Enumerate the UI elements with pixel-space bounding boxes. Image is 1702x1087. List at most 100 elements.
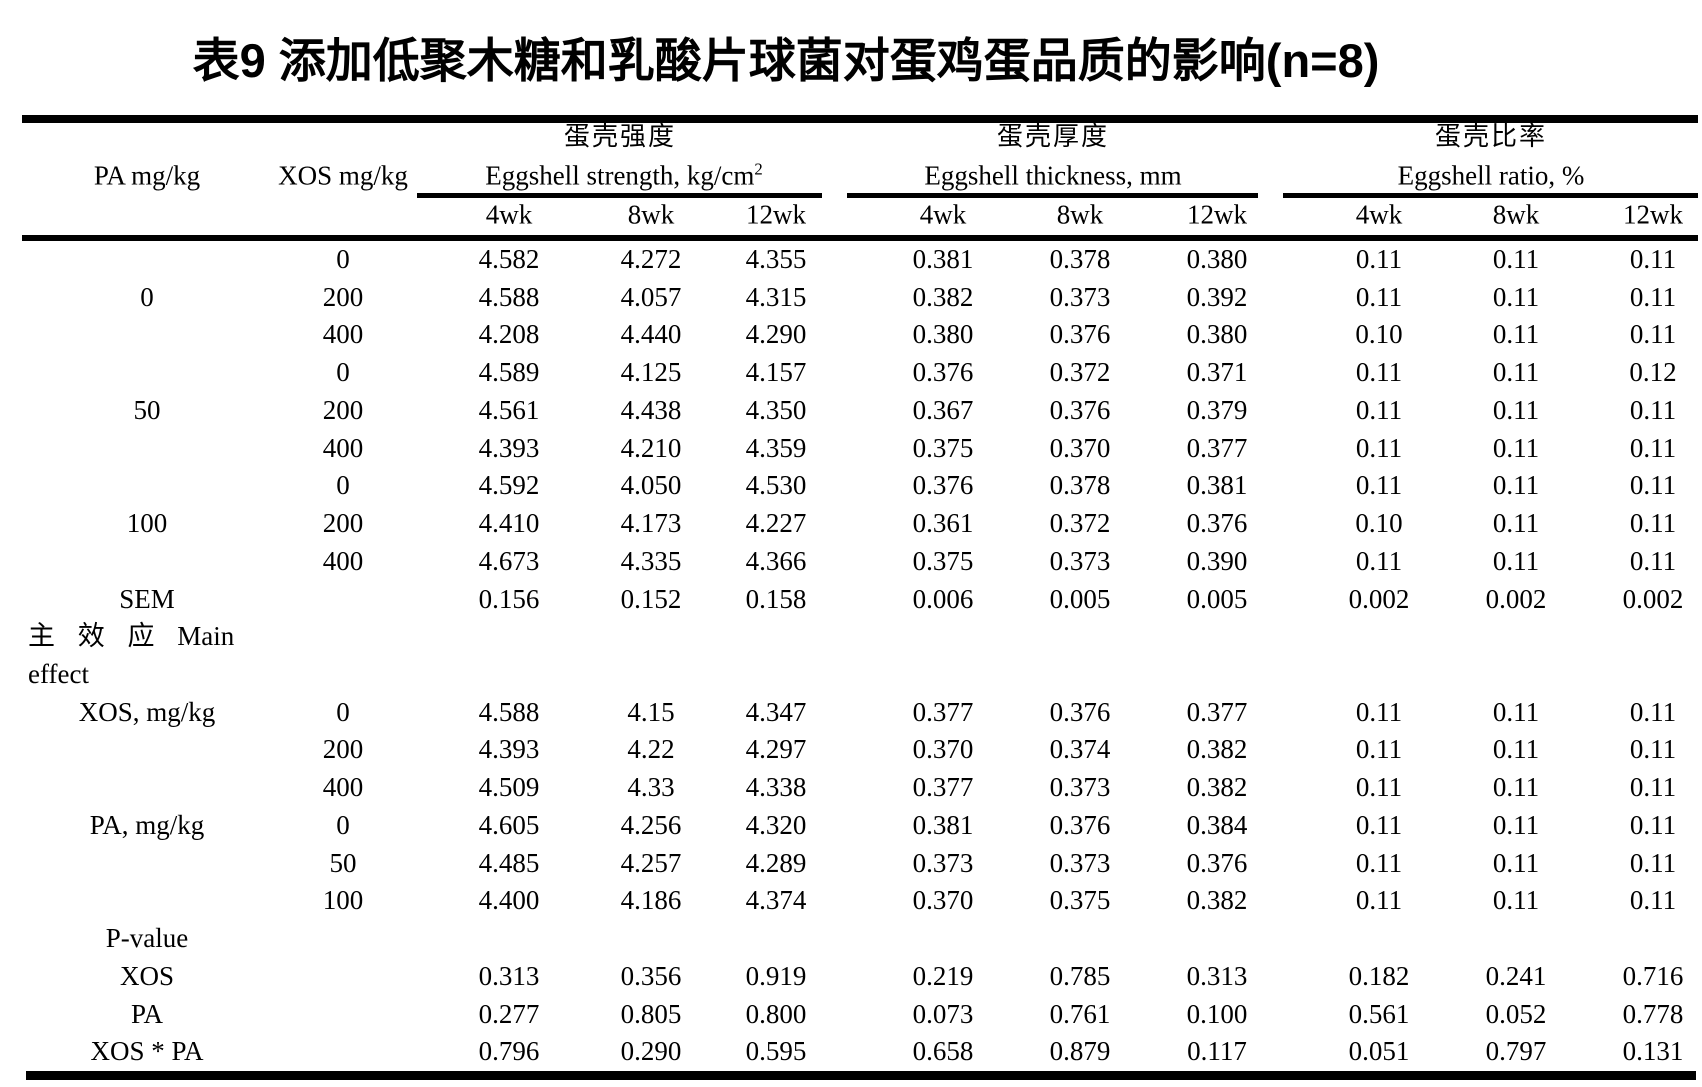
pa-level-cell: XOS xyxy=(119,960,175,991)
rule-group-thickness xyxy=(847,193,1258,198)
value-cell: 0.11 xyxy=(1355,847,1403,878)
value-cell: 0.361 xyxy=(912,508,974,539)
table-row: XOS 0.313 0.356 0.919 0.219 0.785 0.313 0.182 0.… xyxy=(0,958,1702,996)
value-cell: 0.11 xyxy=(1492,772,1540,803)
value-cell: 0.356 xyxy=(620,960,682,991)
value-cell: 4.290 xyxy=(745,319,807,350)
table-row: SEM 0.156 0.152 0.158 0.006 0.005 0.005 0.002 0.… xyxy=(0,581,1702,619)
value-cell: 0.002 xyxy=(1485,583,1547,614)
value-cell: 0.11 xyxy=(1492,432,1540,463)
value-cell: 4.256 xyxy=(620,809,682,840)
value-cell: 0.381 xyxy=(1186,470,1248,501)
value-cell: 0.561 xyxy=(1348,998,1410,1029)
rule-top xyxy=(22,115,1698,123)
table-row: 0 4.589 4.125 4.157 0.376 0.372 0.371 0.11 0.11 0… xyxy=(0,354,1702,392)
value-cell: 0.11 xyxy=(1629,545,1677,576)
main-effect-note-line: 主 效 应 Main xyxy=(28,621,235,652)
value-cell: 4.588 xyxy=(478,281,540,312)
value-cell: 0.380 xyxy=(912,319,974,350)
value-cell: 4.227 xyxy=(745,508,807,539)
table-row: XOS, mg/kg 0 4.588 4.15 4.347 0.377 0.376 0.377… xyxy=(0,694,1702,732)
table-row: 100 4.400 4.186 4.374 0.370 0.375 0.382 0.11 0.1… xyxy=(0,882,1702,920)
value-cell: 4.350 xyxy=(745,394,807,425)
value-cell: 0.376 xyxy=(912,357,974,388)
table-row: 400 4.509 4.33 4.338 0.377 0.373 0.382 0.11 0.11… xyxy=(0,769,1702,807)
table-row: PA, mg/kg 0 4.605 4.256 4.320 0.381 0.376 0.384… xyxy=(0,807,1702,845)
value-cell: 4.605 xyxy=(478,809,540,840)
value-cell: 0.374 xyxy=(1049,734,1111,765)
value-cell: 0.11 xyxy=(1492,470,1540,501)
value-cell: 4.673 xyxy=(478,545,540,576)
table-row: 400 4.393 4.210 4.359 0.375 0.370 0.377 0.11 0.1… xyxy=(0,430,1702,468)
xos-level-cell: 200 xyxy=(322,734,364,765)
value-cell: 0.11 xyxy=(1492,508,1540,539)
value-cell: 0.11 xyxy=(1629,281,1677,312)
value-cell: 0.11 xyxy=(1629,319,1677,350)
value-cell: 0.376 xyxy=(912,470,974,501)
xos-level-cell: 200 xyxy=(322,281,364,312)
value-cell: 4.125 xyxy=(620,357,682,388)
table-title: 表9 添加低聚木糖和乳酸片球菌对蛋鸡蛋品质的影响(n=8) xyxy=(192,34,1380,87)
value-cell: 0.11 xyxy=(1355,545,1403,576)
value-cell: 0.131 xyxy=(1622,1036,1684,1067)
value-cell: 4.588 xyxy=(478,696,540,727)
table-row: XOS * PA 0.796 0.290 0.595 0.658 0.879 0.117 0.… xyxy=(0,1033,1702,1071)
week-header-strength-8wk: 8wk xyxy=(627,199,675,230)
value-cell: 0.380 xyxy=(1186,319,1248,350)
value-cell: 0.372 xyxy=(1049,357,1111,388)
value-cell: 4.485 xyxy=(478,847,540,878)
group-title-ratio-zh: 蛋壳比率 xyxy=(1434,122,1548,151)
table-row: 200 4.393 4.22 4.297 0.370 0.374 0.382 0.11 0.11… xyxy=(0,731,1702,769)
value-cell: 4.438 xyxy=(620,394,682,425)
value-cell: 0.006 xyxy=(912,583,974,614)
table-row: P-value xyxy=(0,920,1702,958)
value-cell: 4.335 xyxy=(620,545,682,576)
value-cell: 0.380 xyxy=(1186,244,1248,274)
value-cell: 0.376 xyxy=(1049,394,1111,425)
table-row: 100 200 4.410 4.173 4.227 0.361 0.372 0.376 0.10… xyxy=(0,505,1702,543)
value-cell: 4.289 xyxy=(745,847,807,878)
value-cell: 0.005 xyxy=(1049,583,1111,614)
group-title-strength-en: Eggshell strength, kg/cm2 xyxy=(485,161,763,190)
value-cell: 0.11 xyxy=(1355,357,1403,388)
value-cell: 0.373 xyxy=(1049,772,1111,803)
value-cell: 0.11 xyxy=(1629,772,1677,803)
value-cell: 0.805 xyxy=(620,998,682,1029)
value-cell: 4.157 xyxy=(745,357,807,388)
group-title-thickness-en: Eggshell thickness, mm xyxy=(924,162,1181,190)
pa-level-cell: 50 xyxy=(133,394,161,425)
value-cell: 0.377 xyxy=(1186,696,1248,727)
value-cell: 0.376 xyxy=(1186,508,1248,539)
value-cell: 0.11 xyxy=(1629,696,1677,727)
value-cell: 4.186 xyxy=(620,885,682,916)
pa-level-cell: SEM xyxy=(119,583,175,614)
value-cell: 4.400 xyxy=(478,885,540,916)
value-cell: 0.370 xyxy=(1049,432,1111,463)
value-cell: 4.393 xyxy=(478,734,540,765)
value-cell: 4.338 xyxy=(745,772,807,803)
value-cell: 0.11 xyxy=(1629,244,1677,274)
value-cell: 4.374 xyxy=(745,885,807,916)
value-cell: 0.290 xyxy=(620,1036,682,1067)
xos-level-cell: 50 xyxy=(329,847,357,878)
rule-below-header xyxy=(22,235,1698,241)
value-cell: 4.057 xyxy=(620,281,682,312)
value-cell: 0.919 xyxy=(745,960,807,991)
main-effect-note-line: effect xyxy=(28,659,89,690)
value-cell: 0.11 xyxy=(1355,885,1403,916)
value-cell: 4.15 xyxy=(627,696,675,727)
value-cell: 0.797 xyxy=(1485,1036,1547,1067)
value-cell: 4.582 xyxy=(478,244,540,274)
value-cell: 0.241 xyxy=(1485,960,1547,991)
value-cell: 0.051 xyxy=(1348,1036,1410,1067)
value-cell: 0.11 xyxy=(1355,809,1403,840)
value-cell: 4.173 xyxy=(620,508,682,539)
value-cell: 4.440 xyxy=(620,319,682,350)
value-cell: 4.22 xyxy=(627,734,675,765)
table-row: 50 4.485 4.257 4.289 0.373 0.373 0.376 0.11 0.11… xyxy=(0,845,1702,883)
value-cell: 0.219 xyxy=(912,960,974,991)
value-cell: 0.11 xyxy=(1355,394,1403,425)
value-cell: 0.11 xyxy=(1629,809,1677,840)
value-cell: 0.375 xyxy=(912,432,974,463)
xos-level-cell: 0 xyxy=(336,244,350,274)
